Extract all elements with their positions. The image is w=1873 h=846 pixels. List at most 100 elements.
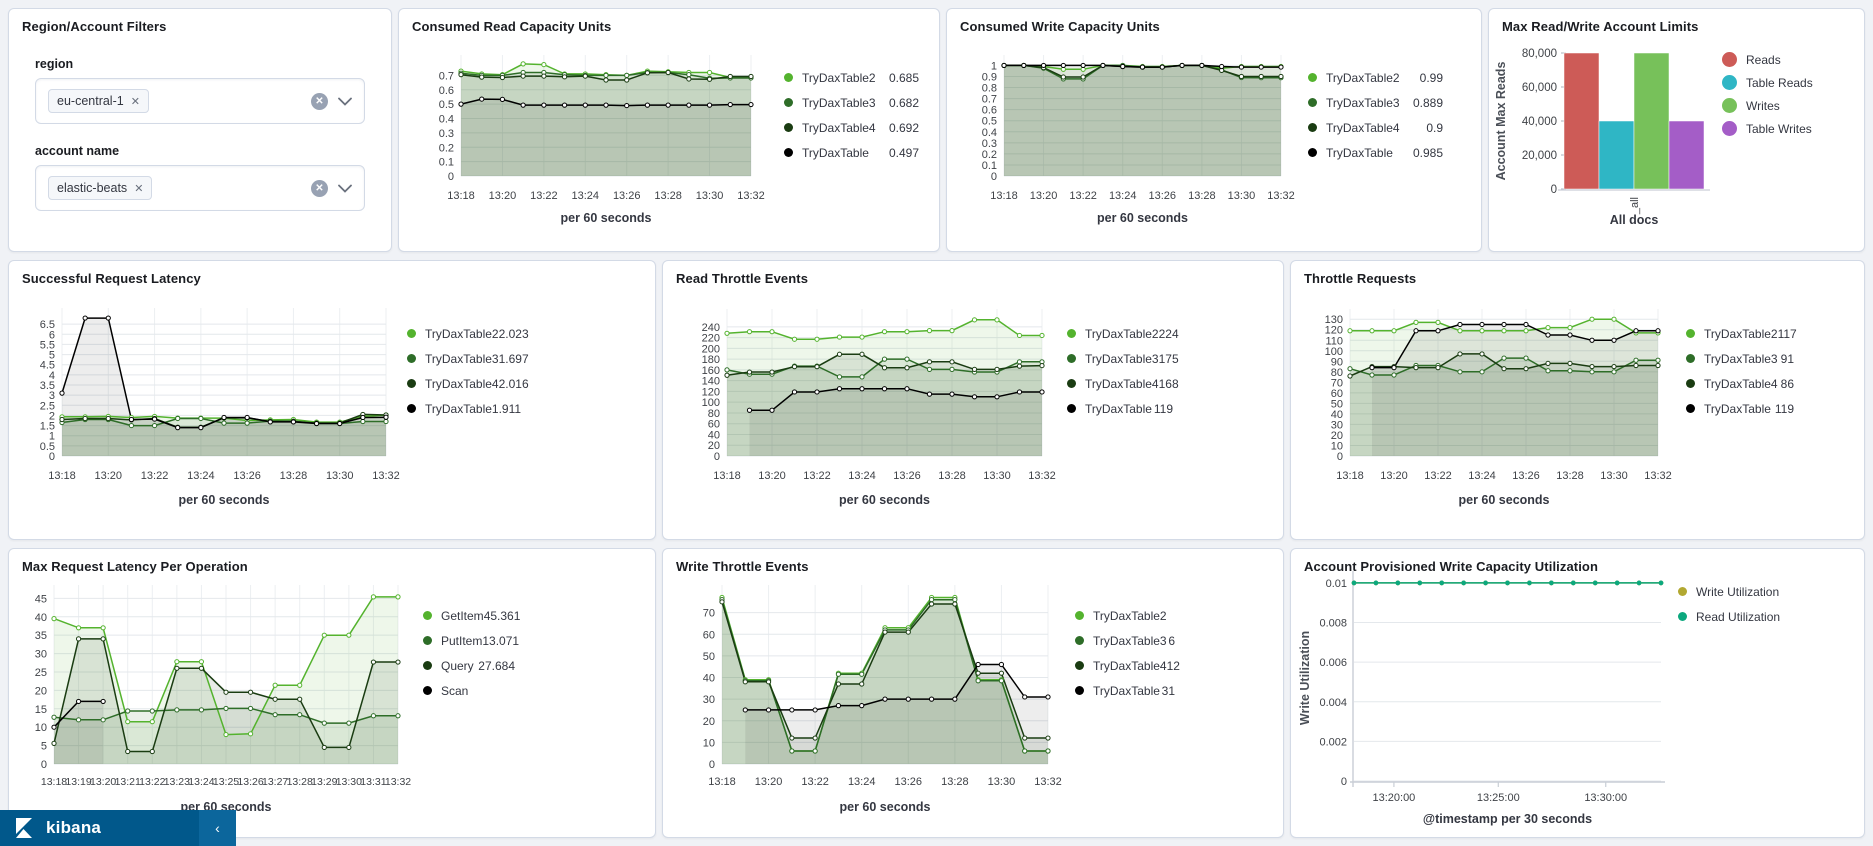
legend-swatch xyxy=(1308,98,1317,107)
legend-value: 0.497 xyxy=(888,145,919,160)
legend-item[interactable]: GetItem 45.361 xyxy=(423,603,520,628)
collapse-nav-button[interactable]: ‹ xyxy=(199,810,236,846)
legend-item[interactable]: TryDaxTable 31 xyxy=(1075,678,1175,703)
legend-item[interactable]: Write Utilization xyxy=(1678,579,1798,604)
legend-item[interactable]: TryDaxTable2 0.99 xyxy=(1308,65,1443,90)
legend-item[interactable]: TryDaxTable3 0.682 xyxy=(784,90,919,115)
account-selected-pill[interactable]: elastic-beats ✕ xyxy=(48,176,153,200)
svg-text:0.004: 0.004 xyxy=(1319,697,1347,709)
legend-item[interactable]: TryDaxTable4 0.692 xyxy=(784,115,919,140)
legend-item[interactable]: TryDaxTable3 0.889 xyxy=(1308,90,1443,115)
svg-text:13:20: 13:20 xyxy=(758,470,786,482)
region-selected-pill[interactable]: eu-central-1 ✕ xyxy=(48,89,149,113)
clear-region-button[interactable]: ✕ xyxy=(311,92,328,110)
legend-item[interactable]: TryDaxTable3 1.697 xyxy=(407,346,529,371)
legend-swatch xyxy=(784,123,793,132)
legend-item[interactable]: TryDaxTable4 0.9 xyxy=(1308,115,1443,140)
svg-text:5: 5 xyxy=(49,350,55,362)
svg-text:0.1: 0.1 xyxy=(982,160,997,172)
kibana-logo-button[interactable]: kibana xyxy=(0,810,199,846)
svg-text:13:24: 13:24 xyxy=(1468,470,1496,482)
account-combobox[interactable]: elastic-beats ✕ ✕ xyxy=(35,165,365,211)
svg-text:13:26: 13:26 xyxy=(233,470,261,482)
legend-value: 0.889 xyxy=(1412,95,1443,110)
legend-item[interactable]: TryDaxTable4 168 xyxy=(1067,371,1179,396)
clear-account-button[interactable]: ✕ xyxy=(311,179,328,197)
svg-text:90: 90 xyxy=(1331,356,1343,368)
legend-item[interactable]: Query 27.684 xyxy=(423,653,515,678)
legend-item[interactable]: TryDaxTable 1.911 xyxy=(407,396,521,421)
legend-item[interactable]: TryDaxTable3 175 xyxy=(1067,346,1179,371)
chart-canvas[interactable]: 0 0.002 0.004 0.006 0.008 0.01 13:20:00 13:25:0… xyxy=(1291,549,1864,837)
legend-label: TryDaxTable xyxy=(425,401,492,416)
legend-item[interactable]: TryDaxTable4 12 xyxy=(1075,653,1180,678)
legend-label: Write Utilization xyxy=(1696,584,1780,599)
legend-item[interactable]: Table Writes xyxy=(1722,117,1852,140)
legend-item[interactable]: Read Utilization xyxy=(1678,604,1798,629)
chart-canvas[interactable]: 00.511.522.533.544.555.566.5 13:18 13:20 13… xyxy=(9,261,655,539)
gridlines xyxy=(61,308,387,457)
series-markers xyxy=(51,594,401,755)
legend-item[interactable]: Writes xyxy=(1722,94,1852,117)
legend-item[interactable]: PutItem 13.071 xyxy=(423,628,519,653)
svg-text:13:20: 13:20 xyxy=(489,190,517,202)
legend-label: GetItem xyxy=(441,608,484,623)
legend-item[interactable]: Table Reads xyxy=(1722,71,1852,94)
legend-item[interactable]: TryDaxTable2 224 xyxy=(1067,321,1179,346)
svg-text:13:24: 13:24 xyxy=(848,470,876,482)
chart-canvas[interactable]: 05101520253035404513:1813:1913:2013:2113… xyxy=(9,549,655,837)
series-markers xyxy=(719,594,1051,754)
svg-text:13:20: 13:20 xyxy=(1380,470,1408,482)
legend-item[interactable]: TryDaxTable 119 xyxy=(1067,396,1173,421)
legend-item[interactable]: TryDaxTable2 117 xyxy=(1686,321,1797,346)
svg-text:13:28: 13:28 xyxy=(941,776,969,788)
legend-item[interactable]: TryDaxTable3 91 xyxy=(1686,346,1794,371)
svg-text:per 60 seconds: per 60 seconds xyxy=(178,493,269,507)
svg-text:100: 100 xyxy=(702,397,720,409)
chevron-down-icon[interactable] xyxy=(338,184,352,193)
legend-label: TryDaxTable3 xyxy=(425,351,499,366)
panel-title: Successful Request Latency xyxy=(22,271,201,286)
chevron-down-icon[interactable] xyxy=(338,97,352,106)
svg-text:0: 0 xyxy=(448,171,454,183)
chart-legend: Reads Table Reads Writes Table Writes xyxy=(1722,48,1852,140)
legend-value: 31 xyxy=(1161,683,1175,698)
panel-title: Max Read/Write Account Limits xyxy=(1502,19,1699,34)
legend-item[interactable]: Scan xyxy=(423,678,515,703)
svg-text:13:22: 13:22 xyxy=(530,190,558,202)
svg-text:70: 70 xyxy=(703,608,715,620)
legend-item[interactable]: Reads xyxy=(1722,48,1852,71)
legend-item[interactable]: TryDaxTable3 6 xyxy=(1075,628,1175,653)
series-markers xyxy=(1001,62,1284,82)
remove-account-icon[interactable]: ✕ xyxy=(134,182,144,195)
legend-value: 0.685 xyxy=(888,70,919,85)
legend-item[interactable]: TryDaxTable2 0.685 xyxy=(784,65,919,90)
region-combobox[interactable]: eu-central-1 ✕ ✕ xyxy=(35,78,365,124)
legend-item[interactable]: TryDaxTable2 xyxy=(1075,603,1175,628)
legend-label: TryDaxTable xyxy=(1085,401,1152,416)
svg-text:20: 20 xyxy=(1331,430,1343,442)
legend-item[interactable]: TryDaxTable4 86 xyxy=(1686,371,1794,396)
legend-item[interactable]: TryDaxTable 0.497 xyxy=(784,140,919,165)
legend-swatch xyxy=(784,148,793,157)
chart-canvas[interactable]: 0 10 20 30 40 50 60 70 13:18 13:20 13:22 13:24 13:26… xyxy=(663,549,1283,837)
svg-text:140: 140 xyxy=(702,376,720,388)
remove-region-icon[interactable]: ✕ xyxy=(130,95,140,108)
legend-item[interactable]: TryDaxTable 119 xyxy=(1686,396,1794,421)
legend-label: TryDaxTable4 xyxy=(1093,658,1167,673)
legend-label: TryDaxTable2 xyxy=(425,326,499,341)
svg-text:per 60 seconds: per 60 seconds xyxy=(1097,211,1188,225)
svg-text:0: 0 xyxy=(709,759,715,771)
legend-item[interactable]: TryDaxTable2 2.023 xyxy=(407,321,529,346)
svg-text:13:20: 13:20 xyxy=(95,470,123,482)
legend-label: TryDaxTable xyxy=(1326,145,1393,160)
legend-value: 91 xyxy=(1780,351,1794,366)
svg-text:13:26: 13:26 xyxy=(613,190,641,202)
chart-canvas[interactable]: 0 0.1 0.2 0.3 0.4 0.5 0.6 0.7 13:18 13:20 13:22 13:… xyxy=(399,9,939,251)
legend-item[interactable]: TryDaxTable4 2.016 xyxy=(407,371,529,396)
legend-item[interactable]: TryDaxTable 0.985 xyxy=(1308,140,1443,165)
